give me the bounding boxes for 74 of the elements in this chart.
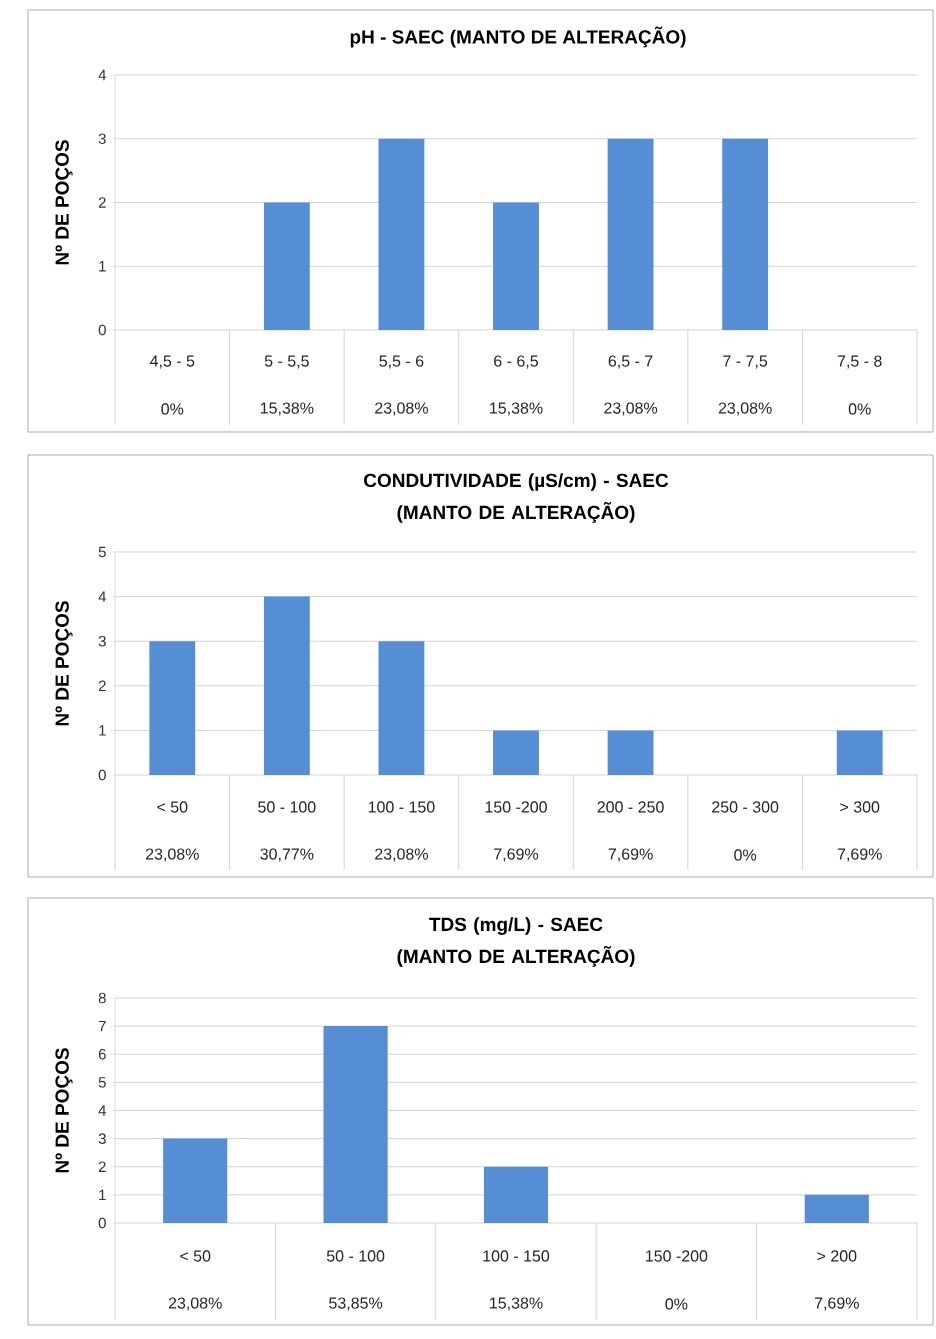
text: 0%: [734, 849, 757, 861]
x-tick-label: 250 - 300: [712, 801, 779, 813]
y-tick-label: 2: [98, 680, 106, 692]
text: 23,08%: [375, 848, 428, 862]
text: 7,69%: [494, 848, 539, 862]
y-tick-label: 6: [98, 1048, 106, 1060]
x-tick-label: 6,5 - 7: [608, 355, 653, 369]
y-tick-label: 3: [98, 133, 106, 145]
bar: [607, 730, 654, 775]
x-tick-label: < 50: [180, 1250, 211, 1262]
bar: [163, 1138, 228, 1223]
y-tick-label: 0: [98, 324, 106, 336]
y-axis-title: Nº DE POÇOS: [55, 140, 73, 265]
x-tick-label: 150 -200: [646, 1250, 708, 1262]
chart-title: CONDUTIVIDADE (µS/cm) - SAEC (MANTO DE ALTERAÇÃO): [364, 473, 669, 523]
text: 53,85%: [329, 1297, 383, 1311]
text: 15,38%: [490, 1297, 543, 1311]
text: 15,38%: [490, 402, 543, 416]
x-tick-label: 7,5 - 8: [837, 355, 882, 369]
y-tick-label: 4: [98, 1105, 107, 1116]
y-tick-label: 3: [98, 635, 106, 647]
bar: [493, 730, 539, 775]
x-tick-label: 6 - 6,5: [494, 355, 538, 369]
text: 7,69%: [608, 848, 653, 862]
text: 23,08%: [145, 848, 199, 862]
x-tick-label: > 300: [840, 801, 880, 813]
bar: [149, 641, 196, 775]
text: 15,38%: [260, 402, 314, 416]
y-tick-label: 0: [98, 769, 106, 781]
text: 23,08%: [604, 402, 658, 416]
y-tick-label: 0: [98, 1217, 106, 1229]
text: 23,08%: [168, 1297, 222, 1311]
y-tick-label: 7: [98, 1020, 106, 1032]
x-tick-label: 50 - 100: [326, 1250, 385, 1262]
text: 0%: [665, 1298, 688, 1310]
x-tick-label: 50 - 100: [258, 801, 316, 813]
x-tick-label: 100 - 150: [368, 801, 435, 813]
text: 7,69%: [837, 848, 882, 862]
text: 0%: [161, 403, 184, 415]
y-tick-label: 3: [98, 1133, 106, 1144]
bar: [263, 596, 310, 775]
bar: [483, 1166, 549, 1223]
chart-title: pH - SAEC (MANTO DE ALTERAÇÃO): [350, 26, 686, 48]
y-tick-label: 4: [98, 591, 107, 602]
y-axis-title: Nº DE POÇOS: [55, 1048, 73, 1173]
y-tick-label: 2: [98, 197, 106, 208]
bar: [378, 641, 425, 775]
y-tick-label: 5: [98, 1077, 106, 1088]
y-axis-title: Nº DE POÇOS: [55, 601, 73, 726]
x-tick-label: 5,5 - 6: [379, 355, 424, 369]
x-tick-label: 5 - 5,5: [264, 355, 309, 369]
text: 7,69%: [814, 1297, 859, 1311]
y-tick-label: 4: [98, 69, 107, 81]
x-tick-label: > 200: [817, 1250, 857, 1262]
x-tick-label: 4,5 - 5: [149, 355, 195, 369]
x-tick-label: 100 - 150: [483, 1250, 550, 1262]
y-tick-label: 1: [99, 725, 106, 736]
y-tick-label: 1: [99, 261, 106, 272]
y-tick-label: 5: [98, 546, 106, 558]
y-tick-label: 2: [98, 1161, 106, 1172]
x-tick-label: < 50: [157, 801, 188, 813]
y-tick-label: 8: [98, 992, 106, 1004]
text: 23,08%: [375, 402, 428, 416]
bar: [323, 1026, 388, 1223]
bar: [804, 1194, 869, 1223]
text: 23,08%: [718, 402, 772, 416]
chart-title: TDS (mg/L) - SAEC (MANTO DE ALTERAÇÃO): [397, 917, 635, 967]
text: 30,77%: [260, 848, 314, 862]
y-tick-label: 1: [99, 1189, 106, 1201]
bar: [836, 730, 883, 775]
x-tick-label: 7 - 7,5: [723, 355, 768, 369]
x-tick-label: 150 -200: [485, 801, 547, 813]
x-tick-label: 200 - 250: [597, 801, 664, 813]
text: 0%: [848, 403, 871, 415]
